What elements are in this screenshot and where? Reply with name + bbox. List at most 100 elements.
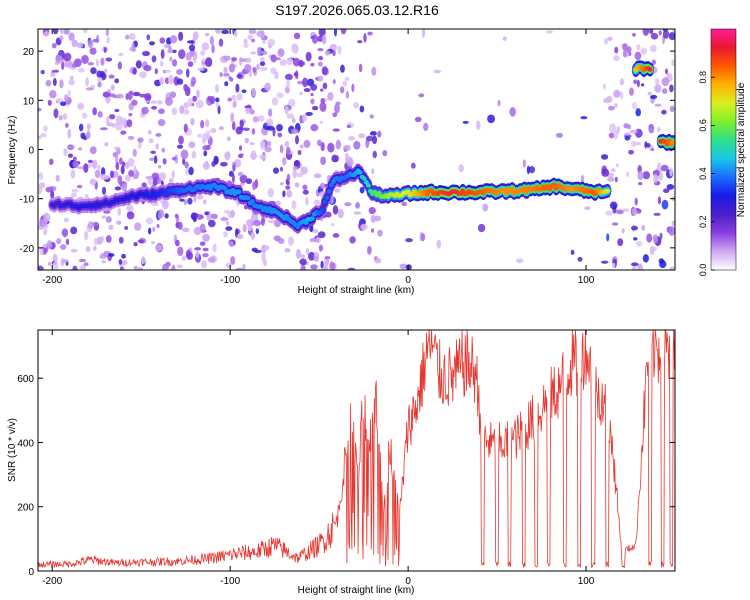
noise-speckle	[370, 214, 376, 224]
noise-speckle	[193, 54, 197, 64]
noise-speckle	[358, 63, 363, 73]
noise-speckle	[106, 116, 110, 127]
noise-speckle	[256, 63, 260, 71]
noise-speckle	[126, 119, 133, 128]
noise-speckle	[580, 174, 585, 184]
noise-speckle	[162, 158, 167, 165]
colorbar-frame	[710, 28, 737, 271]
noise-speckle	[232, 101, 236, 109]
noise-speckle	[310, 93, 314, 97]
noise-speckle	[191, 151, 197, 159]
noise-speckle	[300, 264, 306, 270]
noise-speckle	[218, 126, 224, 131]
snr-panel: -200 -100 0 100 0 200 400 600 Height of straig…	[7, 329, 676, 596]
noise-speckle	[371, 168, 375, 175]
noise-speckle	[61, 61, 65, 70]
noise-speckle	[119, 266, 124, 270]
noise-speckle	[260, 140, 266, 150]
noise-speckle	[327, 142, 335, 153]
noise-speckle	[89, 178, 97, 186]
noise-speckle	[178, 135, 184, 145]
y-tick-label: 400	[17, 438, 34, 449]
noise-speckle	[219, 72, 223, 78]
noise-speckle	[128, 32, 136, 40]
noise-speckle	[93, 238, 99, 246]
ridge-core	[604, 188, 610, 194]
ridge-core	[230, 187, 236, 193]
noise-speckle	[63, 29, 70, 35]
noise-speckle	[317, 231, 326, 239]
noise-speckle	[127, 157, 135, 167]
noise-speckle	[353, 211, 362, 215]
noise-speckle	[89, 47, 97, 55]
noise-speckle	[85, 246, 91, 252]
noise-speckle	[120, 130, 127, 135]
noise-speckle	[671, 29, 675, 33]
spectrogram-ridge	[48, 60, 675, 234]
noise-speckle	[67, 128, 72, 139]
noise-speckle	[615, 163, 619, 168]
noise-speckle	[160, 60, 164, 67]
noise-speckle	[183, 83, 189, 92]
noise-speckle	[405, 264, 412, 270]
noise-speckle	[270, 67, 277, 75]
noise-speckle	[187, 61, 194, 68]
noise-speckle	[299, 144, 304, 149]
noise-speckle	[232, 161, 237, 165]
noise-speckle	[176, 68, 184, 75]
noise-speckle	[171, 156, 177, 161]
noise-speckle	[570, 249, 575, 255]
noise-speckle	[335, 101, 341, 106]
noise-speckle	[617, 238, 624, 247]
snr-x-label: Height of straight line (km)	[298, 585, 415, 596]
noise-speckle	[344, 76, 350, 82]
noise-speckle	[266, 125, 275, 131]
noise-speckle	[83, 230, 89, 241]
noise-speckle	[53, 108, 59, 119]
noise-speckle	[168, 45, 172, 54]
noise-speckle	[340, 29, 347, 35]
noise-speckle	[436, 239, 442, 249]
noise-speckle	[268, 140, 272, 147]
noise-speckle	[67, 153, 74, 158]
noise-speckle	[228, 63, 235, 73]
noise-speckle	[256, 46, 262, 57]
noise-speckle	[100, 235, 104, 243]
noise-speckle	[174, 239, 180, 247]
noise-speckle	[647, 91, 652, 96]
noise-speckle	[252, 181, 257, 191]
noise-speckle	[286, 190, 293, 198]
noise-speckle	[155, 143, 159, 150]
noise-speckle	[199, 223, 206, 234]
noise-speckle	[631, 265, 637, 270]
noise-speckle	[638, 182, 643, 186]
noise-speckle	[150, 100, 158, 104]
noise-speckle	[528, 165, 536, 174]
noise-speckle	[332, 50, 336, 57]
colorbar-bar	[711, 29, 736, 270]
noise-speckle	[235, 267, 244, 270]
noise-speckle	[637, 171, 644, 181]
noise-speckle	[225, 226, 233, 231]
noise-speckle	[606, 233, 610, 242]
noise-speckle	[291, 200, 297, 210]
noise-speckle	[319, 182, 326, 189]
noise-speckle	[608, 123, 617, 133]
noise-speckle	[642, 29, 650, 36]
noise-speckle	[108, 224, 114, 231]
noise-speckle	[604, 37, 608, 45]
noise-speckle	[337, 208, 344, 219]
noise-speckle	[669, 84, 674, 93]
noise-speckle	[105, 29, 110, 37]
noise-speckle	[101, 260, 106, 264]
noise-speckle	[202, 247, 209, 252]
noise-speckle	[70, 169, 76, 179]
x-tick-label: -100	[220, 576, 240, 587]
noise-speckle	[668, 226, 675, 236]
noise-speckle	[87, 163, 92, 168]
noise-speckle	[270, 54, 278, 63]
noise-speckle	[230, 209, 236, 218]
noise-speckle	[658, 30, 662, 36]
noise-speckle	[372, 135, 378, 145]
noise-speckle	[653, 173, 658, 184]
